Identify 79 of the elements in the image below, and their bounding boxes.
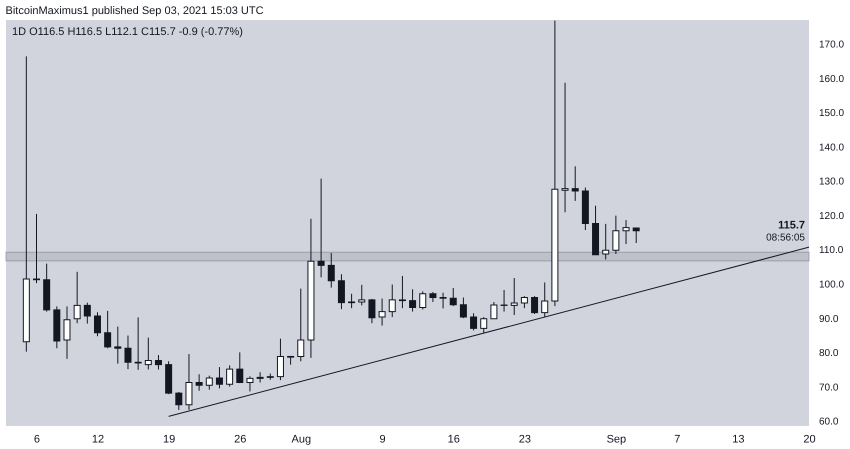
candlestick (562, 82, 569, 213)
y-tick-label: 170.0 (819, 40, 844, 51)
candlestick (84, 302, 91, 324)
x-tick-label: 16 (448, 434, 460, 446)
x-tick-label: 12 (92, 434, 104, 446)
candlestick (612, 215, 620, 255)
candlestick (602, 223, 610, 260)
candlestick (531, 296, 538, 314)
x-tick-label: 13 (732, 434, 744, 446)
candlestick (196, 374, 203, 392)
x-tick-label: 20 (803, 434, 816, 446)
x-tick-label: Aug (291, 434, 312, 446)
candlestick (500, 289, 508, 312)
candlestick (378, 298, 386, 326)
candlestick (480, 316, 488, 334)
candlestick (32, 213, 40, 284)
candlestick (236, 352, 244, 384)
candlestick (419, 290, 426, 310)
candlestick (144, 337, 152, 370)
candlestick (388, 284, 396, 318)
y-tick-label: 100.0 (819, 280, 844, 290)
candlestick (398, 275, 406, 309)
x-tick-label: Sep (606, 434, 626, 446)
candlestick (74, 271, 81, 324)
y-tick-label: 120.0 (819, 210, 844, 222)
candlestick (185, 354, 192, 410)
candlestick (246, 376, 254, 392)
candlestick (368, 298, 376, 324)
candlestick (622, 220, 630, 245)
y-tick-label: 130.0 (819, 176, 844, 188)
candlestick (328, 252, 335, 288)
y-tick-label: 90.0 (819, 314, 839, 325)
y-tick-label: 150.0 (819, 108, 844, 120)
candlestick (206, 375, 213, 390)
y-tick-label: 140.0 (819, 142, 844, 154)
x-tick-label: 7 (674, 434, 680, 446)
candlestick (226, 364, 234, 388)
y-tick-label: 70.0 (819, 382, 839, 394)
candlestick (440, 292, 447, 309)
candlestick (134, 316, 142, 370)
candlestick (520, 296, 528, 309)
candlestick (276, 338, 284, 381)
candlestick (154, 354, 162, 370)
candlestick (510, 277, 518, 316)
candlestick (409, 288, 416, 312)
candlestick (216, 366, 223, 389)
candlestick (318, 178, 325, 278)
y-tick-label: 80.0 (819, 348, 839, 360)
candlestick (541, 282, 548, 318)
candlestick (297, 288, 304, 362)
candlestick (63, 306, 70, 360)
candlestick (470, 312, 478, 331)
y-tick-label: 110.0 (819, 245, 844, 256)
x-tick-label: 23 (518, 434, 532, 446)
y-tick-label: 160.0 (819, 74, 844, 85)
candlestick (450, 287, 457, 307)
candlestick (460, 297, 467, 319)
candlestick (490, 301, 498, 320)
candlestick (175, 392, 182, 410)
candlestick (358, 284, 366, 306)
candlestick (114, 326, 122, 364)
candlestick (94, 312, 101, 337)
candlestick (124, 335, 132, 370)
candlestick (256, 372, 264, 383)
candlestick (104, 310, 112, 349)
candlestick (572, 166, 579, 202)
x-tick-label: 9 (380, 434, 386, 446)
x-tick-label: 6 (34, 434, 40, 446)
annotation: 1D O116.5 H116.5 L112.1 C115.7 -0.9 (-0.77%) (12, 26, 243, 38)
candlestick (348, 293, 356, 309)
annotation: 115.7 (778, 220, 805, 232)
annotation: 08:56:05 (766, 232, 806, 244)
candlestick (429, 292, 436, 302)
x-tick-label: 19 (163, 434, 176, 446)
candlestick (632, 227, 640, 244)
chart-title: BitcoinMaximus1 published Sep 03, 2021 15:03 UTC (6, 5, 264, 17)
candlestick (338, 274, 345, 310)
y-tick-label: 60.0 (819, 416, 839, 428)
x-tick-label: 26 (234, 434, 246, 446)
